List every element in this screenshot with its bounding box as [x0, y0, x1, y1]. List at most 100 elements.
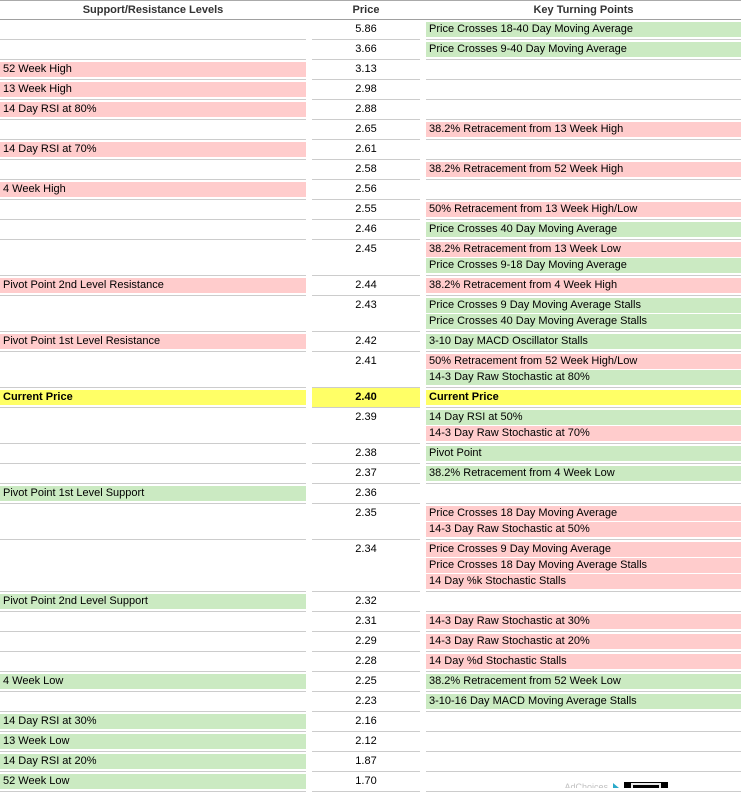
adchoices-label[interactable]: AdChoices	[564, 782, 608, 788]
price-value: 2.32	[355, 595, 377, 607]
level-label: 52 Week Low	[0, 774, 306, 789]
level-label: 14 Day RSI at 80%	[0, 102, 306, 117]
table-row: Current Price 2.40 Current Price	[0, 388, 741, 408]
price-value: 2.36	[355, 487, 377, 499]
price-value: 1.87	[355, 755, 377, 767]
price-value: 2.46	[355, 223, 377, 235]
turning-point: Price Crosses 40 Day Moving Average Stal…	[426, 314, 741, 329]
price-value: 2.34	[355, 543, 377, 555]
price-cell: 2.40	[312, 388, 420, 408]
price-cell: 2.31	[312, 612, 420, 632]
price-cell: 2.61	[312, 140, 420, 160]
level-cell	[0, 240, 306, 276]
table-row: 14 Day RSI at 20% 1.87	[0, 752, 741, 772]
turning-point: 14 Day %d Stochastic Stalls	[426, 654, 741, 669]
price-value: 2.44	[355, 279, 377, 291]
adchoices-arrow-icon[interactable]	[613, 783, 619, 788]
turning-points-cell: 38.2% Retracement from 52 Week High	[426, 160, 741, 180]
level-cell	[0, 444, 306, 464]
turning-points-cell	[426, 100, 741, 120]
turning-points-cell: 14-3 Day Raw Stochastic at 20%	[426, 632, 741, 652]
turning-points-cell: Price Crosses 9 Day Moving Average Price …	[426, 540, 741, 592]
turning-points-cell: 50% Retracement from 13 Week High/Low	[426, 200, 741, 220]
price-cell: 2.16	[312, 712, 420, 732]
level-label: 13 Week High	[0, 82, 306, 97]
table-row: 2.45 38.2% Retracement from 13 Week Low Pr…	[0, 240, 741, 276]
turning-point: 14 Day RSI at 50%	[426, 410, 741, 425]
table-row: 52 Week High 3.13	[0, 60, 741, 80]
table-row: 2.43 Price Crosses 9 Day Moving Average S…	[0, 296, 741, 332]
price-cell: 2.25	[312, 672, 420, 692]
turning-points-cell: 3-10-16 Day MACD Moving Average Stalls	[426, 692, 741, 712]
turning-point: 38.2% Retracement from 13 Week High	[426, 122, 741, 137]
price-value: 1.70	[355, 775, 377, 787]
turning-points-cell	[426, 712, 741, 732]
table-row: 14 Day RSI at 70% 2.61	[0, 140, 741, 160]
turning-points-cell: 38.2% Retracement from 13 Week Low Price …	[426, 240, 741, 276]
price-value: 2.61	[355, 143, 377, 155]
price-cell: 3.13	[312, 60, 420, 80]
level-label: 13 Week Low	[0, 734, 306, 749]
level-label: 52 Week High	[0, 62, 306, 77]
table-row: 14 Day RSI at 80% 2.88	[0, 100, 741, 120]
level-cell: Pivot Point 1st Level Resistance	[0, 332, 306, 352]
turning-points-cell: 38.2% Retracement from 4 Week High	[426, 276, 741, 296]
level-cell: Current Price	[0, 388, 306, 408]
table-row: Pivot Point 1st Level Support 2.36	[0, 484, 741, 504]
turning-point: Price Crosses 18-40 Day Moving Average	[426, 22, 741, 37]
column-header-levels: Support/Resistance Levels	[82, 4, 224, 16]
price-value: 3.13	[355, 63, 377, 75]
level-cell: Pivot Point 2nd Level Support	[0, 592, 306, 612]
turning-point: Pivot Point	[426, 446, 741, 461]
table-header-row: Support/Resistance Levels Price Key Turn…	[0, 1, 741, 20]
table-body: 5.86 Price Crosses 18-40 Day Moving Avera…	[0, 20, 741, 792]
turning-point: 38.2% Retracement from 52 Week Low	[426, 674, 741, 689]
level-label: 14 Day RSI at 20%	[0, 754, 306, 769]
turning-points-cell: 38.2% Retracement from 4 Week Low	[426, 464, 741, 484]
price-value: 5.86	[355, 23, 377, 35]
table-row: 14 Day RSI at 30% 2.16	[0, 712, 741, 732]
turning-point: 14-3 Day Raw Stochastic at 70%	[426, 426, 741, 441]
turning-points-cell	[426, 484, 741, 504]
price-cell: 2.56	[312, 180, 420, 200]
turning-point: 3-10 Day MACD Oscillator Stalls	[426, 334, 741, 349]
price-cell: 2.36	[312, 484, 420, 504]
price-value: 2.16	[355, 715, 377, 727]
turning-points-cell: 3-10 Day MACD Oscillator Stalls	[426, 332, 741, 352]
ad-banner[interactable]	[624, 782, 668, 788]
turning-points-cell	[426, 80, 741, 100]
price-value: 2.28	[355, 655, 377, 667]
price-cell: 5.86	[312, 20, 420, 40]
turning-points-cell: 38.2% Retracement from 13 Week High	[426, 120, 741, 140]
price-value: 2.35	[355, 507, 377, 519]
turning-point: Price Crosses 18 Day Moving Average	[426, 506, 741, 521]
price-cell: 2.44	[312, 276, 420, 296]
turning-points-cell: Price Crosses 40 Day Moving Average	[426, 220, 741, 240]
level-label: 4 Week Low	[0, 674, 306, 689]
price-cell: 2.34	[312, 540, 420, 592]
turning-point: 14-3 Day Raw Stochastic at 80%	[426, 370, 741, 385]
table-row: 2.55 50% Retracement from 13 Week High/Lo…	[0, 200, 741, 220]
turning-points-cell: Current Price	[426, 388, 741, 408]
level-cell	[0, 692, 306, 712]
level-cell	[0, 652, 306, 672]
price-cell: 2.39	[312, 408, 420, 444]
price-cell: 2.43	[312, 296, 420, 332]
level-cell	[0, 20, 306, 40]
price-cell: 2.37	[312, 464, 420, 484]
price-value: 2.40	[355, 391, 377, 403]
turning-point: Price Crosses 9 Day Moving Average Stall…	[426, 298, 741, 313]
turning-points-cell: Price Crosses 18-40 Day Moving Average	[426, 20, 741, 40]
price-cell: 2.55	[312, 200, 420, 220]
turning-point: 38.2% Retracement from 52 Week High	[426, 162, 741, 177]
level-cell	[0, 200, 306, 220]
table-row: 2.28 14 Day %d Stochastic Stalls	[0, 652, 741, 672]
table-row: Pivot Point 2nd Level Resistance 2.44 38.2…	[0, 276, 741, 296]
price-cell: 2.32	[312, 592, 420, 612]
table-row: Pivot Point 1st Level Resistance 2.42 3-10…	[0, 332, 741, 352]
table-row: 3.66 Price Crosses 9-40 Day Moving Averag…	[0, 40, 741, 60]
level-cell: 13 Week Low	[0, 732, 306, 752]
turning-point: 38.2% Retracement from 4 Week Low	[426, 466, 741, 481]
level-cell	[0, 160, 306, 180]
level-cell: Pivot Point 1st Level Support	[0, 484, 306, 504]
